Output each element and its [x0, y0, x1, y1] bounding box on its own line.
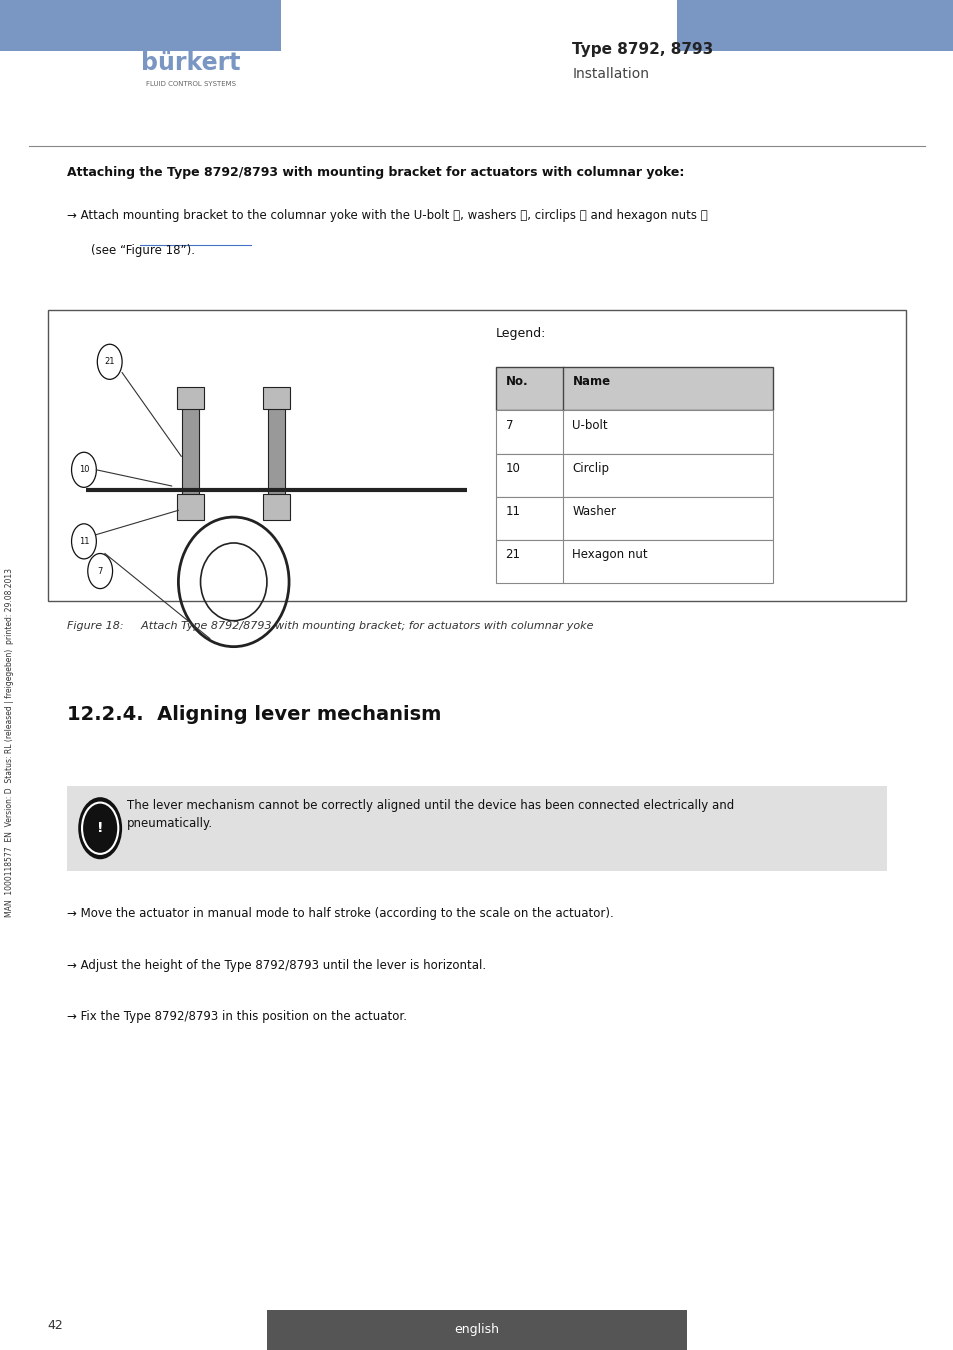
Circle shape — [71, 524, 96, 559]
Text: Circlip: Circlip — [572, 462, 609, 475]
Circle shape — [88, 554, 112, 589]
Bar — [496, 367, 772, 410]
Text: MAN  1000118577  EN  Version: D  Status: RL (released | freigegeben)  printed: 2: MAN 1000118577 EN Version: D Status: RL … — [5, 568, 14, 917]
Text: 21: 21 — [505, 548, 520, 562]
Bar — [177, 387, 204, 409]
Text: The lever mechanism cannot be correctly aligned until the device has been connec: The lever mechanism cannot be correctly … — [127, 799, 734, 830]
Bar — [48, 310, 905, 601]
Text: Washer: Washer — [572, 505, 616, 518]
Text: → Adjust the height of the Type 8792/8793 until the lever is horizontal.: → Adjust the height of the Type 8792/879… — [67, 958, 485, 972]
Text: 21: 21 — [104, 358, 115, 366]
Bar — [496, 454, 772, 497]
Text: 7: 7 — [505, 418, 513, 432]
Text: Name: Name — [572, 375, 610, 389]
Text: Type 8792, 8793: Type 8792, 8793 — [572, 42, 713, 58]
Text: FLUID CONTROL SYSTEMS: FLUID CONTROL SYSTEMS — [146, 81, 235, 86]
Text: english: english — [454, 1323, 499, 1336]
Bar — [263, 387, 290, 409]
Text: 42: 42 — [48, 1319, 64, 1332]
Bar — [496, 367, 772, 410]
Text: No.: No. — [505, 375, 528, 389]
Text: Hexagon nut: Hexagon nut — [572, 548, 647, 562]
Bar — [67, 786, 886, 871]
Text: Attaching the Type 8792/8793 with mounting bracket for actuators with columnar y: Attaching the Type 8792/8793 with mounti… — [67, 166, 683, 180]
Text: 10: 10 — [78, 466, 90, 474]
FancyBboxPatch shape — [0, 0, 281, 51]
Text: Figure 18:     Attach Type 8792/8793 with mounting bracket; for actuators with c: Figure 18: Attach Type 8792/8793 with mo… — [67, 621, 593, 630]
Text: → Attach mounting bracket to the columnar yoke with the U-bolt Ⓑ, washers Ⓕ, cir: → Attach mounting bracket to the columna… — [67, 209, 707, 223]
Text: 11: 11 — [78, 537, 90, 545]
Bar — [267, 1310, 686, 1350]
Text: !: ! — [97, 821, 103, 836]
Text: 11: 11 — [505, 505, 520, 518]
Bar — [263, 494, 290, 520]
Text: → Move the actuator in manual mode to half stroke (according to the scale on the: → Move the actuator in manual mode to ha… — [67, 907, 613, 921]
Text: U-bolt: U-bolt — [572, 418, 607, 432]
Circle shape — [78, 796, 122, 860]
Text: bürkert: bürkert — [141, 51, 240, 76]
Bar — [177, 494, 204, 520]
Bar — [496, 540, 772, 583]
Bar — [182, 397, 199, 494]
FancyBboxPatch shape — [677, 0, 953, 51]
Bar — [496, 410, 772, 454]
Text: 10: 10 — [505, 462, 520, 475]
Text: Legend:: Legend: — [496, 327, 546, 340]
Text: → Fix the Type 8792/8793 in this position on the actuator.: → Fix the Type 8792/8793 in this positio… — [67, 1010, 406, 1023]
Text: 12.2.4.  Aligning lever mechanism: 12.2.4. Aligning lever mechanism — [67, 705, 440, 724]
Bar — [496, 497, 772, 540]
Text: Installation: Installation — [572, 68, 649, 81]
Text: (see “Figure 18”).: (see “Figure 18”). — [91, 244, 194, 258]
Bar — [268, 397, 285, 494]
Text: 7: 7 — [97, 567, 103, 575]
Circle shape — [97, 344, 122, 379]
Circle shape — [71, 452, 96, 487]
